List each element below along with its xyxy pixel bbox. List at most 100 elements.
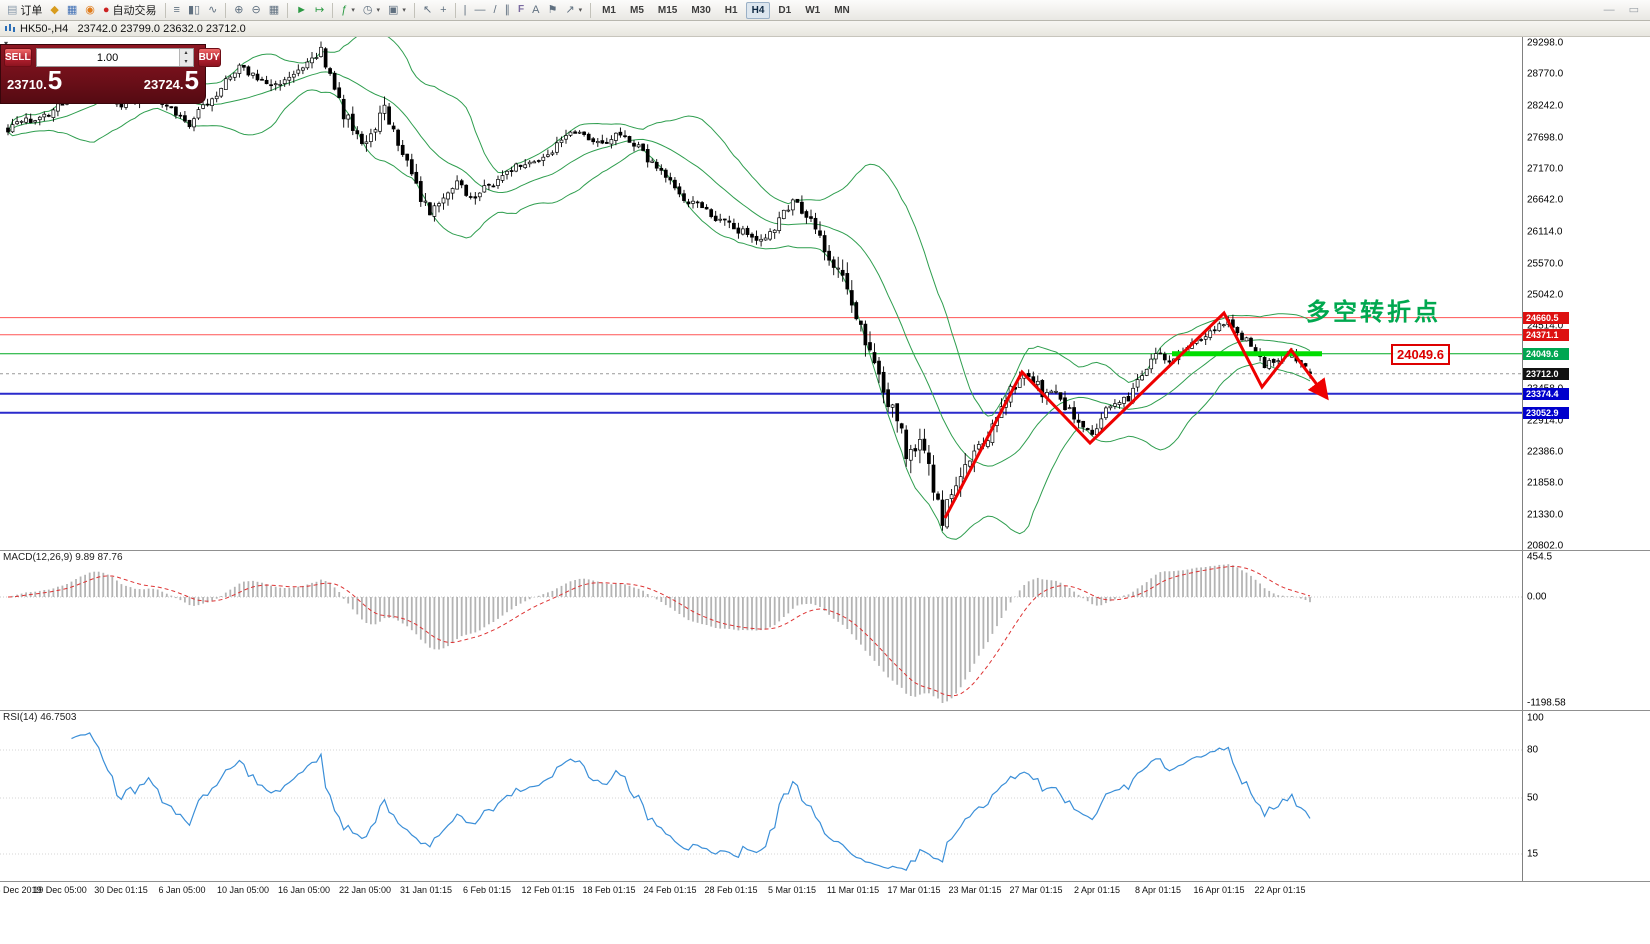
autotrading-icon: ● [102,3,110,16]
toolbar-separator [225,2,227,18]
line-chart-button[interactable]: ∿ [204,1,221,20]
autotrading-button[interactable]: ● 自动交易 [99,1,161,20]
main-toolbar: ▤ 订单 ◆ ▦ ◉ ● 自动交易 ≡ ▮▯ ∿ ⊕ ⊖ ▦ ► ↦ ƒ ▾ ◷ ▾ ▣ ▾ ↖ + | — / ∥ F A ⚑ ↗ ▾ M1 M… [0,0,1650,21]
time-label: 30 Dec 01:15 [94,885,148,895]
volume-up-icon[interactable]: ▴ [184,50,188,56]
zoom-out-button[interactable]: ⊖ [248,1,265,20]
volume-box: ▴ ▾ [35,48,194,67]
time-label: 8 Apr 01:15 [1134,885,1182,895]
market-watch-button[interactable]: ▦ [63,1,81,20]
zoom-in-button[interactable]: ⊕ [230,1,247,20]
periods-dropdown-icon[interactable]: ▾ [376,7,381,14]
timeframe-m30-button[interactable]: M30 [691,4,711,16]
templates-dropdown-icon[interactable]: ▾ [402,7,406,14]
one-click-trading-widget: SELL ▴ ▾ BUY 23710.5 23724.5 [0,44,221,104]
candlestick-chart[interactable] [0,37,1522,550]
price-level-box: 23712.0 [1523,367,1569,380]
toolbar-separator [332,2,334,18]
rsi-chart[interactable] [0,711,1522,881]
rsi-tick: 15 [1527,848,1539,860]
fibonacci-button[interactable]: F [514,1,528,20]
timeframe-w1-button[interactable]: W1 [805,4,821,16]
timeframe-m1-button[interactable]: M1 [602,4,616,16]
rsi-tick: 50 [1527,792,1539,804]
rsi-tick: 100 [1527,712,1544,724]
price-tick: 26114.0 [1527,226,1563,237]
templates-button[interactable]: ▣ ▾ [384,1,410,20]
new-order-icon: ▤ [7,3,18,16]
metaeditor-icon: ◆ [50,3,59,16]
time-label: 16 Jan 05:00 [277,885,331,895]
autotrading-label: 自动交易 [112,5,157,17]
bar-chart-button[interactable]: ≡ [170,1,184,20]
periods-button[interactable]: ◷ ▾ [359,1,384,20]
timeframe-m15-button[interactable]: M15 [657,4,678,16]
time-label: 18 Dec 2019 [0,885,42,895]
chart-shift-icon: ↦ [315,3,325,16]
time-label: 2 Apr 01:15 [1073,885,1121,895]
price-tick: 28242.0 [1527,100,1564,112]
alerts-button[interactable]: ◉ [81,1,99,20]
price-tick: 21330.0 [1527,509,1564,521]
metaeditor-button[interactable]: ◆ [46,1,62,20]
vertical-line-button[interactable]: | [460,1,471,20]
horizontal-line-button[interactable]: — [470,1,489,20]
time-label: 27 Mar 01:15 [1009,885,1063,895]
one-click-toggle-icon[interactable]: ▾ [4,39,8,48]
arrows-icon: ↗ [565,3,575,16]
sell-button[interactable]: SELL [4,48,32,67]
minimize-button[interactable]: — [1600,1,1619,20]
time-label: 16 Apr 01:15 [1193,885,1245,895]
volume-spinner[interactable]: ▴ ▾ [178,49,193,66]
time-label: 6 Feb 01:15 [462,885,512,895]
macd-chart[interactable] [0,551,1522,710]
chart-window-icon [5,24,15,32]
equidistant-channel-button[interactable]: ∥ [501,1,515,20]
new-order-label: 订单 [20,5,43,17]
volume-input[interactable] [36,49,179,66]
main-chart-panel: 29298.0 28770.0 28242.0 27698.0 27170.0 26642… [0,37,1650,550]
timeframe-d1-button[interactable]: D1 [778,4,792,16]
trendline-icon: / [493,3,497,16]
timeframe-h4-button[interactable]: H4 [745,1,771,19]
time-label: 10 Jan 05:00 [216,885,270,895]
price-tick: 28770.0 [1527,68,1564,80]
time-label: 28 Feb 01:15 [704,885,758,895]
text-label-icon: ⚑ [547,3,558,16]
text-label-button[interactable]: ⚑ [543,1,561,20]
zoom-in-icon: ⊕ [234,3,244,16]
cursor-button[interactable]: ↖ [419,1,436,20]
arrows-button[interactable]: ↗ ▾ [561,1,586,20]
bid-big-digit: 5 [47,65,63,95]
volume-down-icon[interactable]: ▾ [184,58,188,65]
price-level-box: 23052.9 [1523,406,1569,419]
line-chart-icon: ∿ [208,3,218,16]
new-order-button[interactable]: ▤ 订单 [3,1,46,20]
candlestick-chart-button[interactable]: ▮▯ [184,1,204,20]
arrows-dropdown-icon[interactable]: ▾ [578,7,583,14]
chart-shift-button[interactable]: ↦ [311,1,328,20]
auto-scroll-button[interactable]: ► [292,1,311,20]
price-tick: 21858.0 [1527,477,1564,489]
crosshair-button[interactable]: + [436,1,450,20]
timeframe-m5-button[interactable]: M5 [629,4,644,16]
buy-button[interactable]: BUY [197,48,221,67]
text-icon: A [532,3,540,16]
timeframe-mn-button[interactable]: MN [834,4,850,16]
restore-button[interactable]: ▭ [1625,1,1643,20]
trendline-button[interactable]: / [489,1,500,20]
indicators-button[interactable]: ƒ ▾ [337,1,359,20]
timeframe-h1-button[interactable]: H1 [724,4,738,16]
tile-windows-button[interactable]: ▦ [265,1,283,20]
horizontal-line-icon: — [474,3,486,16]
rsi-label: RSI(14) 46.7503 [3,712,77,723]
panel-separator [0,550,1650,551]
text-button[interactable]: A [528,1,543,20]
price-callout-label: 24049.6 [1391,344,1450,365]
bid-price: 23710. 5 [7,65,63,95]
toolbar-separator [287,2,289,18]
equidistant-channel-icon: ∥ [504,3,511,16]
cursor-icon: ↖ [422,3,433,16]
indicators-dropdown-icon[interactable]: ▾ [351,7,355,14]
